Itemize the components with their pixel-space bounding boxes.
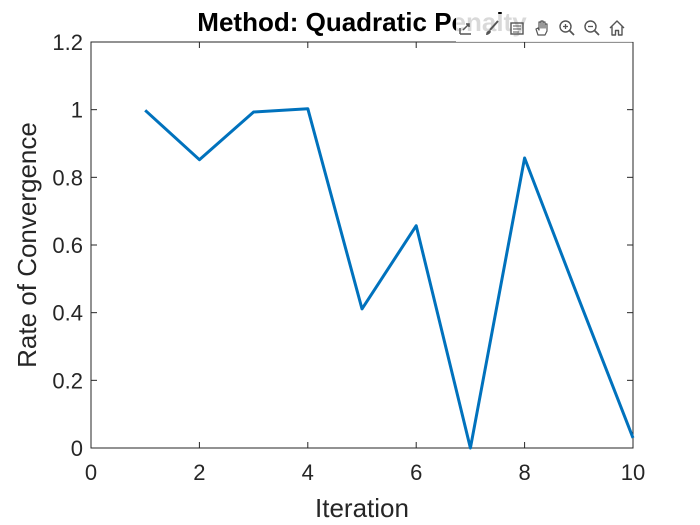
zoom-out-icon[interactable] bbox=[581, 16, 603, 40]
brush-icon[interactable] bbox=[481, 16, 503, 40]
y-tick-label: 1 bbox=[71, 98, 83, 123]
y-tick-label: 0.4 bbox=[52, 301, 83, 326]
home-icon[interactable] bbox=[606, 16, 628, 40]
y-tick-label: 1.2 bbox=[52, 30, 83, 55]
x-tick-label: 8 bbox=[518, 460, 530, 485]
x-axis-label: Iteration bbox=[315, 493, 409, 523]
y-tick-label: 0.6 bbox=[52, 233, 83, 258]
y-ticks: 0 0.2 0.4 0.6 0.8 1 1.2 bbox=[52, 30, 633, 461]
x-ticks: 0 2 4 6 8 10 bbox=[85, 42, 645, 485]
y-axis-label: Rate of Convergence bbox=[12, 122, 42, 368]
datatip-icon[interactable] bbox=[506, 16, 528, 40]
y-tick-label: 0.2 bbox=[52, 368, 83, 393]
y-tick-label: 0.8 bbox=[52, 165, 83, 190]
zoom-in-icon[interactable] bbox=[556, 16, 578, 40]
pan-hand-icon[interactable] bbox=[531, 16, 553, 40]
plot-area bbox=[90, 41, 634, 449]
export-icon[interactable] bbox=[456, 16, 478, 40]
x-tick-label: 2 bbox=[193, 460, 205, 485]
series-layer bbox=[144, 107, 635, 450]
axes-box bbox=[90, 41, 634, 449]
axes-toolbar bbox=[456, 14, 636, 42]
x-tick-label: 6 bbox=[410, 460, 422, 485]
x-tick-label: 0 bbox=[85, 460, 97, 485]
series-line bbox=[144, 107, 635, 450]
y-tick-label: 0 bbox=[71, 436, 83, 461]
x-tick-label: 10 bbox=[621, 460, 645, 485]
x-tick-label: 4 bbox=[302, 460, 314, 485]
